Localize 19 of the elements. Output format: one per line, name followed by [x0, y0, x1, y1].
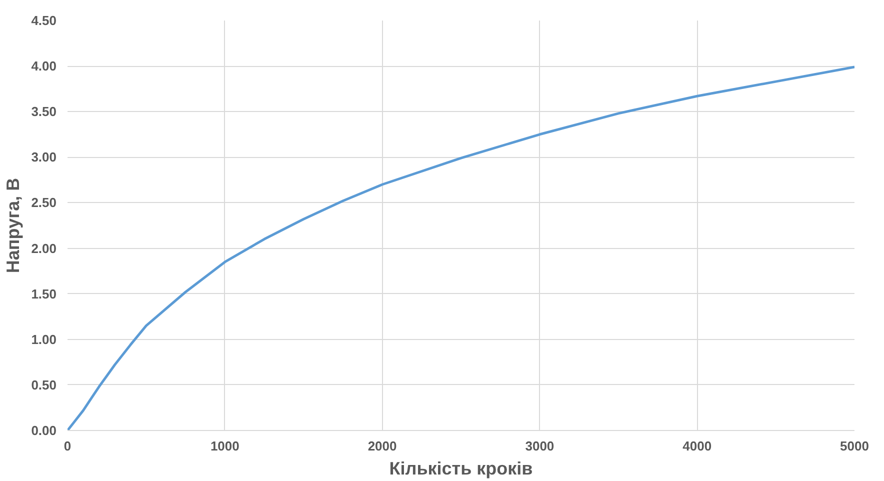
line-series [68, 66, 854, 430]
y-tick-label: 1.00 [31, 332, 57, 347]
x-axis-title: Кількість кроків [389, 458, 533, 478]
y-axis-title: Напруга, В [3, 178, 24, 274]
y-tick-label: 2.50 [31, 195, 57, 210]
y-tick-label: 4.00 [31, 58, 57, 74]
y-tick-label: 2.00 [31, 240, 57, 256]
y-tick-label: 1.50 [31, 286, 57, 302]
x-tick-label: 4000 [682, 438, 712, 454]
x-tick-label: 0 [64, 438, 72, 454]
y-tick-label: 0.00 [31, 423, 57, 438]
x-tick-label: 5000 [840, 438, 869, 454]
y-tick-label: 0.50 [31, 377, 57, 392]
x-tick-label: 3000 [525, 438, 554, 454]
y-tick-label: 4.50 [31, 13, 57, 28]
x-tick-label: 1000 [210, 438, 240, 454]
y-tick-label: 3.50 [31, 104, 57, 120]
x-tick-label: 2000 [368, 438, 397, 454]
y-tick-label: 3.00 [31, 150, 57, 165]
